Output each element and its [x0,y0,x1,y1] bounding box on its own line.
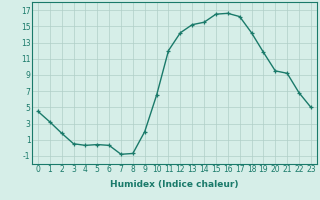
X-axis label: Humidex (Indice chaleur): Humidex (Indice chaleur) [110,180,239,189]
